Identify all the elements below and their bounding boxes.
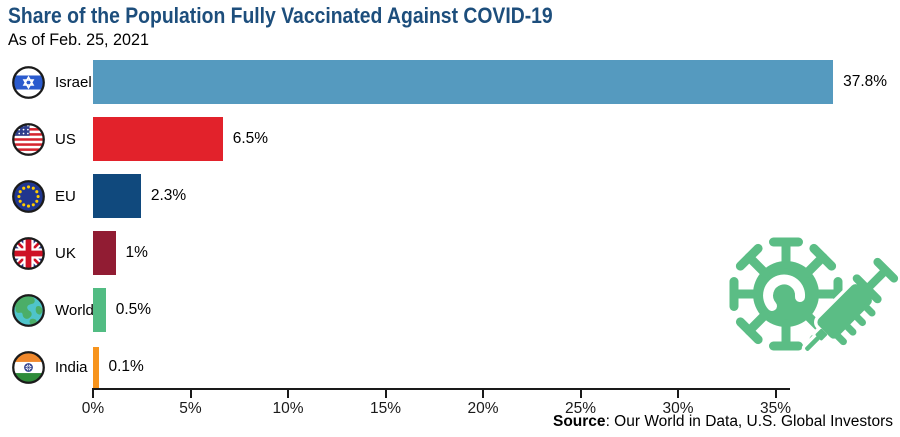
category-label: Israel: [55, 73, 92, 91]
x-axis-tick-label: 0%: [81, 400, 105, 417]
x-axis-tick-label: 15%: [369, 400, 402, 417]
value-label: 6.5%: [232, 130, 269, 147]
category-label: UK: [55, 244, 76, 262]
bar: [93, 346, 99, 388]
x-axis-tick-label: 5%: [179, 400, 202, 417]
chart-row-eu: EU 2.3%: [0, 174, 186, 218]
source-text: : Our World in Data, U.S. Global Investo…: [605, 413, 893, 430]
x-axis-tick: [92, 388, 94, 398]
bar: [93, 231, 116, 275]
chart-row-israel: Israel 37.8%: [0, 60, 887, 104]
india-flag-icon: [12, 350, 45, 384]
bar: [93, 60, 834, 104]
world-globe-icon: [12, 293, 45, 327]
chart-row-us: US 6.5%: [0, 117, 268, 161]
value-label: 0.5%: [115, 301, 152, 318]
x-axis: 0% 5% 10% 15% 20% 25% 30% 35%: [0, 388, 900, 428]
category-label: US: [55, 130, 76, 148]
chart-row-india: India 0.1%: [0, 345, 144, 389]
virus-syringe-graphic: [729, 237, 900, 355]
value-label: 1%: [125, 244, 148, 261]
x-axis-tick-label: 10%: [272, 400, 304, 417]
chart-subtitle: As of Feb. 25, 2021: [8, 30, 149, 49]
chart-row-world: World 0.5%: [0, 288, 151, 332]
category-label: EU: [55, 187, 76, 205]
bar: [93, 117, 223, 161]
x-axis-tick: [579, 388, 582, 398]
x-axis-tick: [287, 388, 289, 398]
x-axis-tick-label: 20%: [467, 400, 499, 417]
category-label: World: [55, 301, 94, 319]
uk-flag-icon: [12, 236, 45, 270]
x-axis-tick: [774, 388, 777, 398]
value-label: 0.1%: [108, 358, 144, 375]
source-label: Source: [553, 413, 606, 430]
us-flag-icon: [12, 122, 45, 156]
x-axis-tick-label: 35%: [759, 400, 792, 417]
x-axis-tick: [189, 388, 192, 398]
bar: [93, 174, 141, 218]
value-label: 37.8%: [843, 73, 888, 90]
eu-flag-icon: [12, 179, 45, 213]
source-credit: Source: Our World in Data, U.S. Global I…: [553, 413, 893, 431]
israel-flag-icon: [12, 65, 45, 99]
x-axis-tick: [384, 388, 387, 398]
value-label: 2.3%: [150, 187, 187, 204]
chart-title: Share of the Population Fully Vaccinated…: [8, 3, 553, 28]
x-axis-tick-label: 25%: [564, 400, 597, 417]
x-axis-tick: [482, 388, 484, 398]
bar: [93, 288, 106, 332]
x-axis-tick: [677, 388, 679, 398]
x-axis-tick-label: 30%: [662, 400, 694, 417]
x-axis-line: [93, 388, 790, 390]
category-label: India: [55, 358, 88, 376]
chart-row-uk: UK 1%: [0, 231, 148, 275]
